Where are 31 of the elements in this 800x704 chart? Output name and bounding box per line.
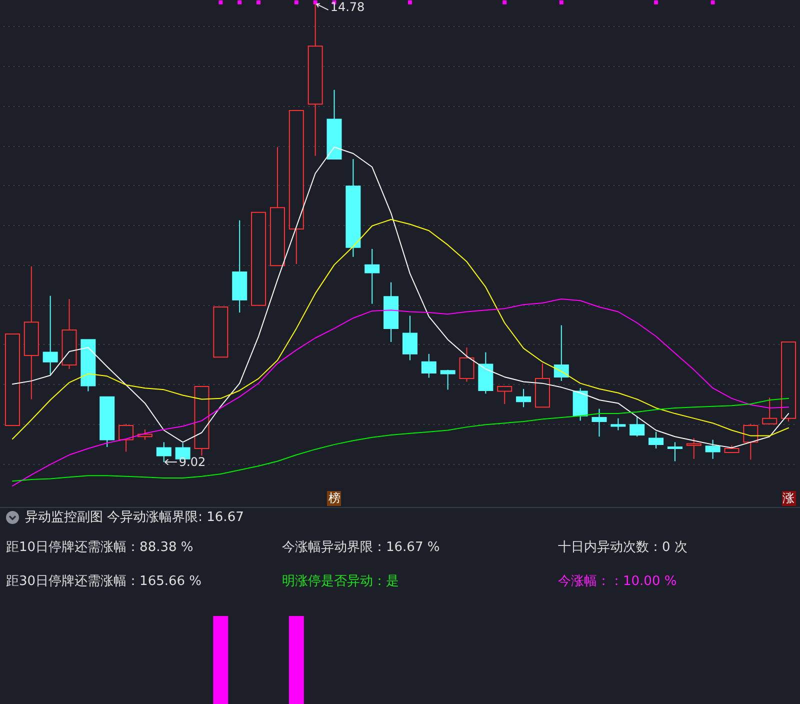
candlestick xyxy=(743,423,758,460)
candlestick xyxy=(402,315,418,361)
text: 明涨停是否异动：是 xyxy=(282,574,399,590)
candlestick xyxy=(42,295,58,376)
annotation: 9.02 xyxy=(178,455,206,470)
candlestick xyxy=(459,347,474,382)
candlestick xyxy=(364,248,380,304)
text: 距10日停牌还需涨幅：88.38 % xyxy=(6,540,194,556)
chart-title: 异动监控副图 今异动涨幅界限: 16.67 xyxy=(25,510,244,525)
text: 今涨幅异动界限：16.67 % xyxy=(282,540,440,556)
candlestick xyxy=(686,438,702,460)
candlestick xyxy=(497,386,512,404)
candlestick xyxy=(440,369,456,390)
candlestick xyxy=(118,423,134,452)
text: 十日内异动次数：0 次 xyxy=(558,540,688,556)
candlestick xyxy=(592,408,607,438)
text: 今涨幅：：10.00 % xyxy=(558,574,677,590)
candlestick xyxy=(554,324,569,382)
candlestick xyxy=(705,439,720,460)
candlestick xyxy=(610,418,626,431)
candlestick xyxy=(667,442,682,462)
candlestick xyxy=(156,442,172,463)
candlestick xyxy=(630,416,645,438)
candlestick xyxy=(421,353,436,378)
annotation: 榜 xyxy=(327,491,342,506)
annotation: 14.78 xyxy=(330,0,365,14)
annotation: 涨 xyxy=(782,491,796,506)
text: 距30日停牌还需涨幅：165.66 % xyxy=(6,574,202,590)
candlestick xyxy=(516,388,532,408)
candlestick xyxy=(648,431,664,450)
candlestick xyxy=(762,397,778,424)
